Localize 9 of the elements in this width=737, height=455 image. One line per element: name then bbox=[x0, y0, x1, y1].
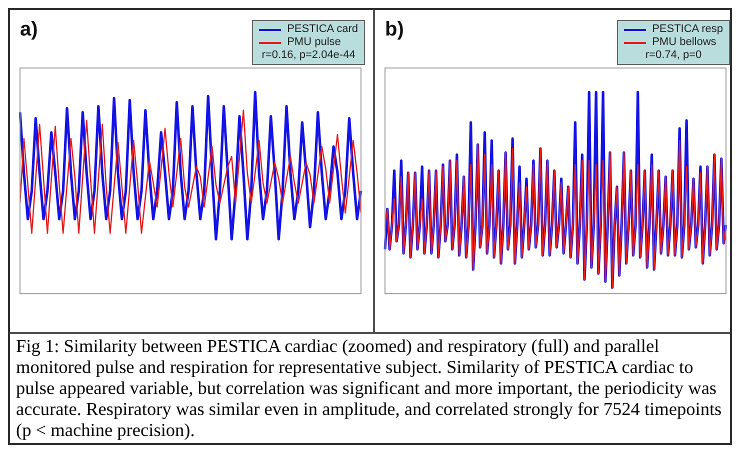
legend-label: PESTICA card bbox=[287, 23, 358, 36]
text: r=0.74, p=0 bbox=[644, 49, 703, 62]
legend-label: PMU bellows bbox=[652, 36, 716, 49]
chart-title: b) bbox=[385, 18, 404, 41]
legend-label: PESTICA resp bbox=[652, 23, 723, 36]
text: r=0.16, p=2.04e-44 bbox=[260, 49, 356, 62]
chart-title: a) bbox=[20, 18, 38, 41]
caption: Fig 1: Similarity between PESTICA cardiac (zoomed) and respiratory (full) and parallel monitored pulse and respiration for representative subject. Similarity of PESTICA cardiac to pulse appeared variable, but correlation was significant and more important, the periodicity was accurate. Respiratory was similar even in amplitude, and correlated strongly for 7524 timepoints (p < machine precision). bbox=[15, 335, 723, 442]
legend-label: PMU pulse bbox=[287, 36, 341, 49]
